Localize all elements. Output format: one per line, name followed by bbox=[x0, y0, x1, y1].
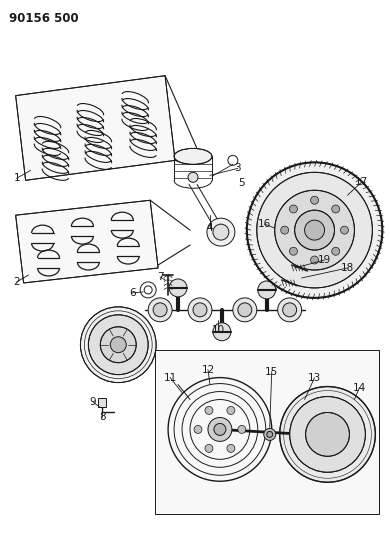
Circle shape bbox=[283, 303, 297, 317]
Text: 13: 13 bbox=[308, 373, 321, 383]
Polygon shape bbox=[99, 398, 106, 408]
Circle shape bbox=[310, 256, 319, 264]
Circle shape bbox=[306, 413, 350, 456]
Circle shape bbox=[280, 386, 375, 482]
Circle shape bbox=[193, 303, 207, 317]
Circle shape bbox=[81, 307, 156, 383]
Circle shape bbox=[305, 220, 325, 240]
Circle shape bbox=[264, 429, 276, 440]
Circle shape bbox=[169, 279, 187, 297]
Text: 9: 9 bbox=[89, 397, 96, 407]
Text: 19: 19 bbox=[318, 255, 331, 265]
Text: 7: 7 bbox=[157, 272, 163, 282]
Circle shape bbox=[281, 226, 289, 234]
Circle shape bbox=[207, 218, 235, 246]
Bar bbox=[155, 350, 379, 514]
Circle shape bbox=[88, 315, 148, 375]
Circle shape bbox=[332, 247, 340, 255]
Circle shape bbox=[188, 298, 212, 322]
Text: 10: 10 bbox=[212, 325, 224, 335]
Circle shape bbox=[238, 425, 246, 433]
Circle shape bbox=[153, 303, 167, 317]
Circle shape bbox=[310, 196, 319, 204]
Polygon shape bbox=[16, 76, 175, 180]
Circle shape bbox=[290, 397, 366, 472]
Text: 16: 16 bbox=[258, 219, 271, 229]
Circle shape bbox=[110, 337, 126, 353]
Circle shape bbox=[213, 224, 229, 240]
Text: 6: 6 bbox=[129, 288, 136, 298]
Text: 11: 11 bbox=[163, 373, 177, 383]
Text: 2: 2 bbox=[13, 277, 20, 287]
Text: 3: 3 bbox=[235, 163, 241, 173]
Circle shape bbox=[258, 281, 276, 299]
Circle shape bbox=[233, 298, 257, 322]
Circle shape bbox=[289, 205, 298, 213]
Circle shape bbox=[275, 190, 354, 270]
Circle shape bbox=[148, 298, 172, 322]
Text: 5: 5 bbox=[239, 179, 245, 188]
Text: 90156 500: 90156 500 bbox=[9, 12, 78, 26]
Circle shape bbox=[205, 445, 213, 453]
Circle shape bbox=[341, 226, 348, 234]
Text: 4: 4 bbox=[206, 223, 213, 233]
Circle shape bbox=[238, 303, 252, 317]
Circle shape bbox=[295, 210, 335, 250]
Circle shape bbox=[257, 172, 372, 288]
Circle shape bbox=[289, 247, 298, 255]
Text: 15: 15 bbox=[265, 367, 278, 377]
Circle shape bbox=[278, 298, 301, 322]
Text: 1: 1 bbox=[13, 173, 20, 183]
Circle shape bbox=[188, 172, 198, 182]
Text: 14: 14 bbox=[353, 383, 366, 393]
Circle shape bbox=[227, 407, 235, 415]
Circle shape bbox=[267, 431, 273, 438]
Circle shape bbox=[208, 417, 232, 441]
Circle shape bbox=[213, 323, 231, 341]
Circle shape bbox=[247, 163, 382, 298]
Circle shape bbox=[214, 423, 226, 435]
Circle shape bbox=[205, 407, 213, 415]
Circle shape bbox=[332, 205, 340, 213]
Text: 8: 8 bbox=[99, 413, 106, 423]
Polygon shape bbox=[16, 200, 158, 283]
Text: 12: 12 bbox=[201, 365, 215, 375]
Circle shape bbox=[227, 445, 235, 453]
Circle shape bbox=[100, 327, 136, 362]
Text: 18: 18 bbox=[341, 263, 354, 273]
Text: 17: 17 bbox=[355, 177, 368, 187]
Circle shape bbox=[194, 425, 202, 433]
Ellipse shape bbox=[174, 148, 212, 164]
